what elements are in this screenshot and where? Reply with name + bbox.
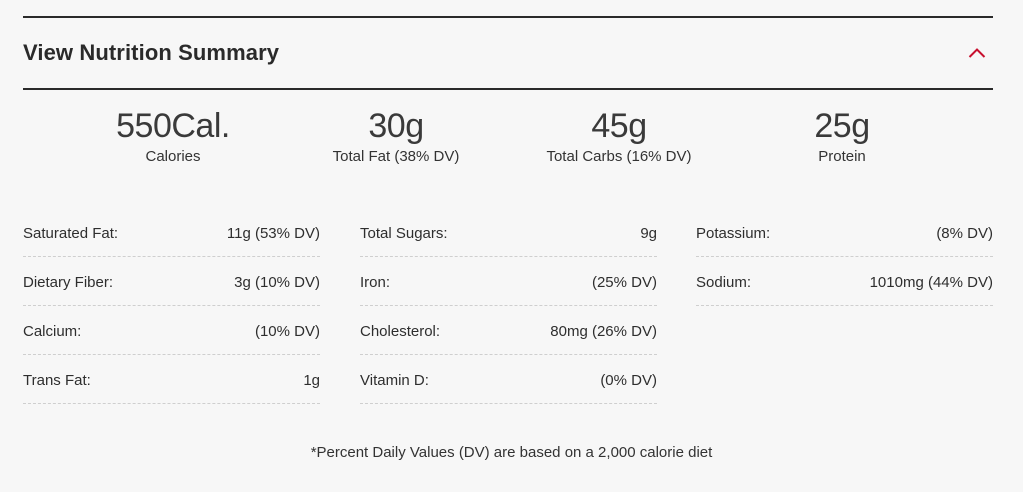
macro-protein: 25g Protein	[732, 104, 952, 166]
macro-summary: 550Cal. Calories 30g Total Fat (38% DV) …	[0, 104, 1023, 174]
macro-calories: 550Cal. Calories	[63, 104, 283, 166]
nutrient-value: 80mg (26% DV)	[550, 322, 657, 340]
nutrient-name: Cholesterol:	[360, 322, 441, 340]
nutrient-value: 9g	[640, 224, 657, 242]
macro-value: 25g	[814, 107, 870, 145]
nutrient-name: Vitamin D:	[360, 371, 429, 389]
header-divider	[23, 88, 993, 90]
nutrient-name: Calcium:	[23, 322, 82, 340]
nutrient-row: Dietary Fiber: 3g (10% DV)	[23, 257, 320, 306]
nutrient-name: Total Sugars:	[360, 224, 448, 242]
nutrient-row: Cholesterol: 80mg (26% DV)	[360, 306, 657, 355]
nutrient-name: Potassium:	[696, 224, 771, 242]
macro-value: 30g	[368, 107, 424, 145]
nutrient-value: 1g	[303, 371, 320, 389]
nutrient-row: Vitamin D: (0% DV)	[360, 355, 657, 404]
nutrient-column-2: Total Sugars: 9g Iron: (25% DV) Choleste…	[360, 208, 657, 404]
nutrient-value: (8% DV)	[936, 224, 993, 242]
nutrient-name: Saturated Fat:	[23, 224, 119, 242]
chevron-up-icon[interactable]	[965, 41, 989, 65]
nutrient-row: Trans Fat: 1g	[23, 355, 320, 404]
nutrient-row: Saturated Fat: 11g (53% DV)	[23, 208, 320, 257]
macro-label: Protein	[818, 148, 866, 165]
nutrient-name: Iron:	[360, 273, 391, 291]
macro-total-carbs: 45g Total Carbs (16% DV)	[509, 104, 729, 166]
section-title: View Nutrition Summary	[23, 40, 280, 65]
nutrition-summary-toggle[interactable]: View Nutrition Summary	[23, 18, 993, 88]
nutrient-value: 3g (10% DV)	[234, 273, 320, 291]
nutrient-value: 1010mg (44% DV)	[869, 273, 993, 291]
nutrient-name: Sodium:	[696, 273, 752, 291]
nutrient-row: Potassium: (8% DV)	[696, 208, 993, 257]
nutrient-column-3: Potassium: (8% DV) Sodium: 1010mg (44% D…	[696, 208, 993, 306]
macro-label: Total Fat (38% DV)	[332, 148, 460, 165]
nutrient-row: Iron: (25% DV)	[360, 257, 657, 306]
macro-label: Calories	[145, 148, 201, 165]
nutrient-value: 11g (53% DV)	[226, 224, 320, 242]
nutrient-value: (0% DV)	[600, 371, 657, 389]
nutrient-value: (25% DV)	[591, 273, 657, 291]
macro-total-fat: 30g Total Fat (38% DV)	[286, 104, 506, 166]
nutrient-row: Sodium: 1010mg (44% DV)	[696, 257, 993, 306]
top-divider	[23, 16, 993, 18]
nutrient-name: Dietary Fiber:	[23, 273, 114, 291]
macro-value: 550Cal.	[116, 107, 230, 145]
nutrient-column-1: Saturated Fat: 11g (53% DV) Dietary Fibe…	[23, 208, 320, 404]
nutrient-row: Calcium: (10% DV)	[23, 306, 320, 355]
nutrient-value: (10% DV)	[254, 322, 320, 340]
nutrient-row: Total Sugars: 9g	[360, 208, 657, 257]
dv-footnote: *Percent Daily Values (DV) are based on …	[310, 444, 713, 461]
nutrient-name: Trans Fat:	[23, 371, 91, 389]
macro-value: 45g	[591, 107, 647, 145]
macro-label: Total Carbs (16% DV)	[546, 148, 692, 165]
